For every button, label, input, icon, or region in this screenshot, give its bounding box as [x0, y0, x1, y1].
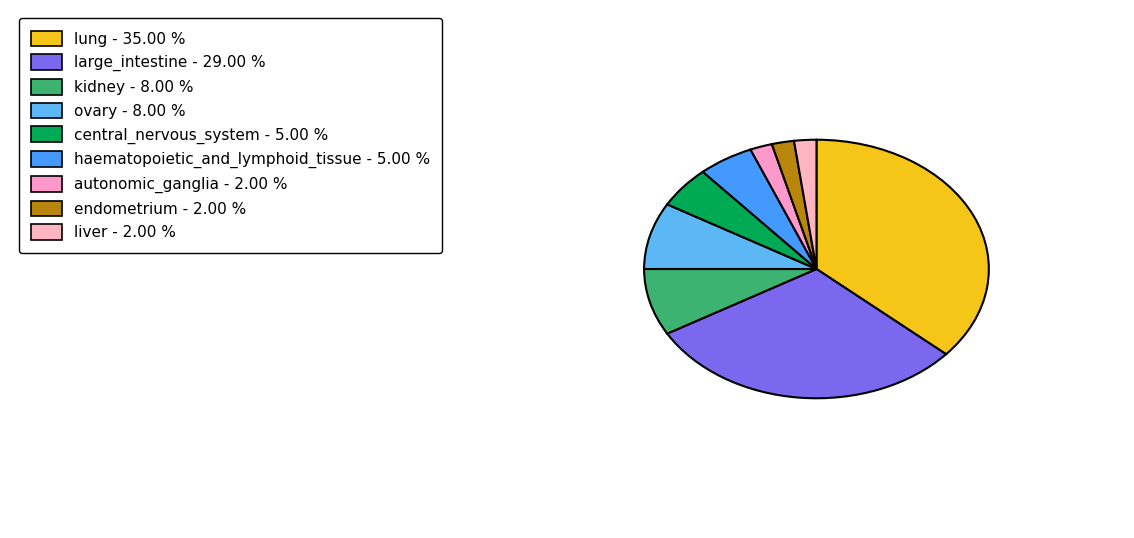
- Wedge shape: [644, 269, 816, 334]
- Legend: lung - 35.00 %, large_intestine - 29.00 %, kidney - 8.00 %, ovary - 8.00 %, cent: lung - 35.00 %, large_intestine - 29.00 …: [19, 18, 442, 253]
- Wedge shape: [703, 150, 816, 269]
- Wedge shape: [794, 140, 816, 269]
- Wedge shape: [667, 172, 816, 269]
- Wedge shape: [751, 144, 816, 269]
- Wedge shape: [816, 140, 989, 354]
- Wedge shape: [667, 269, 946, 398]
- Wedge shape: [644, 204, 816, 269]
- Wedge shape: [772, 141, 816, 269]
